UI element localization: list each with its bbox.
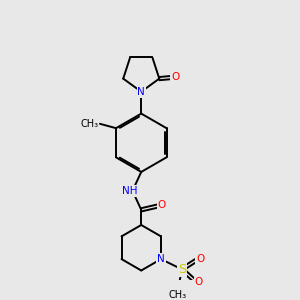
Text: NH: NH xyxy=(122,186,137,196)
Text: N: N xyxy=(157,254,165,264)
Text: O: O xyxy=(171,72,179,82)
Text: CH₃: CH₃ xyxy=(169,290,187,300)
Text: O: O xyxy=(196,254,204,264)
Text: O: O xyxy=(195,278,203,287)
Text: O: O xyxy=(158,200,166,211)
Text: N: N xyxy=(137,87,145,97)
Text: S: S xyxy=(178,263,186,276)
Text: CH₃: CH₃ xyxy=(80,119,98,129)
